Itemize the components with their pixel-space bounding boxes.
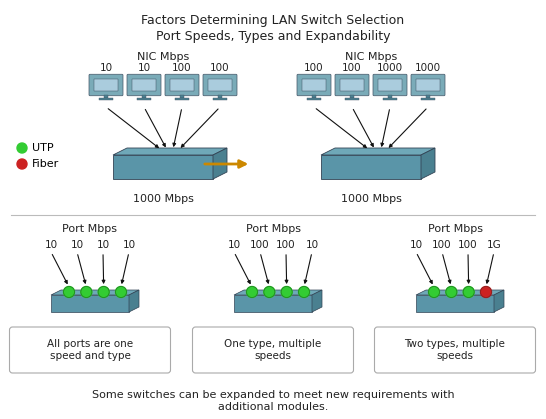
Circle shape xyxy=(81,287,92,297)
Polygon shape xyxy=(321,155,421,179)
Circle shape xyxy=(463,287,474,297)
Bar xyxy=(383,98,397,100)
Text: NIC Mbps: NIC Mbps xyxy=(345,52,397,62)
Text: 100: 100 xyxy=(458,240,478,250)
Text: 1G: 1G xyxy=(486,240,501,250)
Text: All ports are one
speed and type: All ports are one speed and type xyxy=(47,339,133,361)
Bar xyxy=(312,95,316,98)
Bar xyxy=(99,98,113,100)
Polygon shape xyxy=(213,148,227,179)
Text: Port Mbps: Port Mbps xyxy=(62,224,117,234)
FancyBboxPatch shape xyxy=(375,327,536,373)
Bar xyxy=(104,95,109,98)
Text: 100: 100 xyxy=(172,63,192,73)
Circle shape xyxy=(429,287,440,297)
FancyBboxPatch shape xyxy=(193,327,353,373)
Text: 100: 100 xyxy=(210,63,230,73)
Text: 10: 10 xyxy=(99,63,112,73)
Bar xyxy=(180,95,185,98)
Bar xyxy=(213,98,227,100)
Text: 100: 100 xyxy=(304,63,324,73)
Bar xyxy=(425,95,430,98)
Bar xyxy=(94,79,117,91)
Text: UTP: UTP xyxy=(32,143,54,153)
Text: 10: 10 xyxy=(44,240,57,250)
Circle shape xyxy=(480,287,491,297)
Text: 1000 Mbps: 1000 Mbps xyxy=(341,194,401,204)
Polygon shape xyxy=(113,155,213,179)
Polygon shape xyxy=(51,295,129,312)
Text: 100: 100 xyxy=(342,63,362,73)
Polygon shape xyxy=(321,148,435,155)
Bar xyxy=(137,98,151,100)
Text: Factors Determining LAN Switch Selection: Factors Determining LAN Switch Selection xyxy=(141,14,405,27)
Polygon shape xyxy=(129,290,139,312)
Circle shape xyxy=(17,159,27,169)
Polygon shape xyxy=(416,295,494,312)
Text: 100: 100 xyxy=(250,240,270,250)
Polygon shape xyxy=(494,290,504,312)
FancyBboxPatch shape xyxy=(203,74,237,96)
FancyBboxPatch shape xyxy=(165,74,199,96)
Polygon shape xyxy=(234,295,312,312)
Circle shape xyxy=(264,287,275,297)
Bar xyxy=(209,79,232,91)
Text: 1000: 1000 xyxy=(415,63,441,73)
Text: 10: 10 xyxy=(138,63,151,73)
Circle shape xyxy=(299,287,310,297)
Bar xyxy=(175,98,189,100)
Bar xyxy=(417,79,440,91)
Bar xyxy=(345,98,359,100)
Polygon shape xyxy=(113,148,227,155)
Bar xyxy=(133,79,156,91)
FancyBboxPatch shape xyxy=(411,74,445,96)
Circle shape xyxy=(246,287,258,297)
Text: Some switches can be expanded to meet new requirements with
additional modules.: Some switches can be expanded to meet ne… xyxy=(92,390,454,411)
Text: Two types, multiple
speeds: Two types, multiple speeds xyxy=(405,339,506,361)
Text: 10: 10 xyxy=(122,240,135,250)
Circle shape xyxy=(17,143,27,153)
FancyBboxPatch shape xyxy=(297,74,331,96)
FancyBboxPatch shape xyxy=(335,74,369,96)
Bar xyxy=(388,95,393,98)
Text: Port Speeds, Types and Expandability: Port Speeds, Types and Expandability xyxy=(156,30,390,43)
Text: 10: 10 xyxy=(410,240,423,250)
Bar xyxy=(218,95,222,98)
Bar xyxy=(378,79,401,91)
FancyBboxPatch shape xyxy=(9,327,170,373)
Polygon shape xyxy=(416,290,504,295)
Text: Fiber: Fiber xyxy=(32,159,60,169)
Text: One type, multiple
speeds: One type, multiple speeds xyxy=(224,339,322,361)
Polygon shape xyxy=(312,290,322,312)
Text: Port Mbps: Port Mbps xyxy=(246,224,300,234)
Polygon shape xyxy=(51,290,139,295)
Text: 10: 10 xyxy=(305,240,318,250)
Bar xyxy=(349,95,354,98)
Text: NIC Mbps: NIC Mbps xyxy=(137,52,189,62)
Circle shape xyxy=(98,287,109,297)
Bar xyxy=(341,79,364,91)
FancyBboxPatch shape xyxy=(373,74,407,96)
Text: 10: 10 xyxy=(97,240,110,250)
Text: 1000 Mbps: 1000 Mbps xyxy=(133,194,193,204)
Circle shape xyxy=(281,287,292,297)
Bar xyxy=(141,95,146,98)
Text: Port Mbps: Port Mbps xyxy=(428,224,483,234)
Circle shape xyxy=(116,287,127,297)
FancyBboxPatch shape xyxy=(127,74,161,96)
Text: 100: 100 xyxy=(276,240,296,250)
Bar xyxy=(421,98,435,100)
Bar xyxy=(302,79,325,91)
Polygon shape xyxy=(234,290,322,295)
Text: 10: 10 xyxy=(228,240,241,250)
Polygon shape xyxy=(421,148,435,179)
Circle shape xyxy=(63,287,74,297)
Text: 1000: 1000 xyxy=(377,63,403,73)
FancyBboxPatch shape xyxy=(89,74,123,96)
Text: 10: 10 xyxy=(70,240,84,250)
Circle shape xyxy=(446,287,457,297)
Bar xyxy=(170,79,193,91)
Text: 100: 100 xyxy=(432,240,452,250)
Bar xyxy=(307,98,321,100)
